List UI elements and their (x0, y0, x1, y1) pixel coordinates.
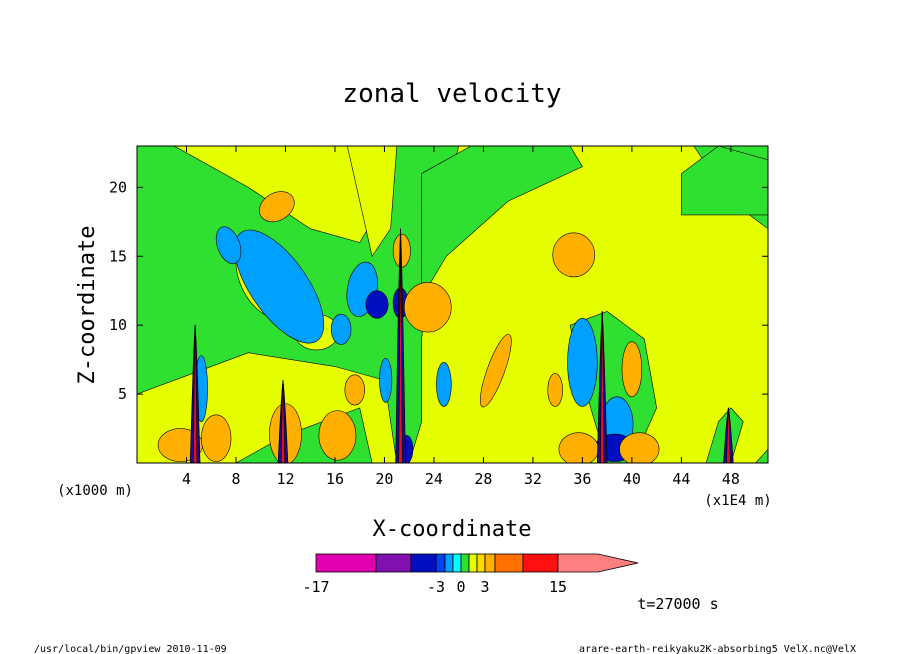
colorbar: -17 -3 0 3 15 (302, 553, 639, 596)
y-tick-label: 20 (109, 178, 127, 196)
colorbar-swatch (522, 553, 559, 573)
field-patch (234, 229, 325, 344)
field-patch (621, 341, 643, 398)
time-label: t=27000 s (637, 595, 718, 613)
y-tick-label: 15 (109, 247, 127, 265)
x-unit-right: (x1E4 m) (704, 493, 771, 509)
program-label: /usr/local/bin/gpview 2010-11-09 (34, 644, 227, 654)
colorbar-swatch (494, 553, 524, 573)
field-patch (403, 282, 452, 333)
chart-title: zonal velocity (342, 79, 561, 109)
field-patch (681, 146, 768, 216)
field-patch (705, 407, 744, 463)
colorbar-swatch (452, 553, 462, 573)
colorbar-swatch (484, 553, 496, 573)
colorbar-swatch (476, 553, 486, 573)
source-label: arare-earth-reikyaku2K-absorbing5_VelX.n… (579, 644, 856, 654)
x-axis: 4 8 12 16 20 24 28 32 36 40 44 48 (182, 146, 740, 488)
colorbar-swatch (435, 553, 446, 573)
x-tick-label: 24 (425, 470, 443, 488)
field-patch (552, 232, 596, 278)
colorbar-label: 0 (456, 578, 465, 596)
field-patch (215, 226, 242, 265)
x-tick-label: 8 (231, 470, 240, 488)
colorbar-swatch (460, 553, 470, 573)
mountain-wave (189, 325, 201, 463)
x-tick-label: 4 (182, 470, 191, 488)
colorbar-swatch (468, 553, 478, 573)
field-patch (379, 357, 393, 403)
x-tick-label: 20 (375, 470, 393, 488)
colorbar-label: 3 (480, 578, 489, 596)
field-patch (259, 191, 295, 223)
field-patch (567, 317, 598, 407)
colorbar-label: -3 (427, 578, 445, 596)
colorbar-label: 15 (549, 578, 567, 596)
mountain-wave (395, 228, 406, 463)
x-tick-label: 16 (326, 470, 344, 488)
mountain-wave (277, 380, 289, 463)
wave-column (192, 325, 198, 463)
field-patch (436, 362, 452, 407)
colorbar-swatch (444, 553, 454, 573)
field-patch (318, 410, 357, 461)
field-patch (347, 146, 398, 258)
field-patch (344, 374, 365, 406)
field-patch (201, 414, 232, 462)
y-axis-title: Z-coordinate (75, 226, 100, 385)
x-tick-label: 32 (524, 470, 542, 488)
colorbar-swatch (410, 553, 437, 573)
field-patch (330, 313, 352, 345)
x-tick-label: 12 (276, 470, 294, 488)
colorbar-label: -17 (302, 578, 329, 596)
wave-column (726, 407, 731, 463)
colorbar-swatch (315, 553, 377, 573)
x-axis-title: X-coordinate (373, 517, 532, 542)
y-axis: 5 10 15 20 (109, 178, 768, 403)
mountain-wave (597, 311, 608, 463)
wave-column (280, 380, 286, 463)
x-tick-label: 40 (623, 470, 641, 488)
plot-frame (136, 145, 769, 464)
colorbar-swatch (375, 553, 412, 573)
x-tick-label: 44 (672, 470, 690, 488)
plot-area (137, 146, 768, 463)
field-patch (480, 333, 512, 408)
wave-column (398, 228, 403, 463)
field-patch (619, 432, 660, 463)
y-tick-label: 5 (118, 385, 127, 403)
field-patch (547, 373, 563, 407)
velocity-field (137, 146, 768, 463)
y-tick-label: 10 (109, 316, 127, 334)
field-patch (365, 290, 389, 319)
colorbar-swatch (557, 553, 639, 573)
x-tick-label: 36 (573, 470, 591, 488)
wave-column (600, 311, 605, 463)
x-unit-left: (x1000 m) (57, 483, 133, 499)
mountain-wave (723, 407, 734, 463)
field-patch (558, 432, 599, 463)
x-tick-label: 48 (722, 470, 740, 488)
x-tick-label: 28 (474, 470, 492, 488)
